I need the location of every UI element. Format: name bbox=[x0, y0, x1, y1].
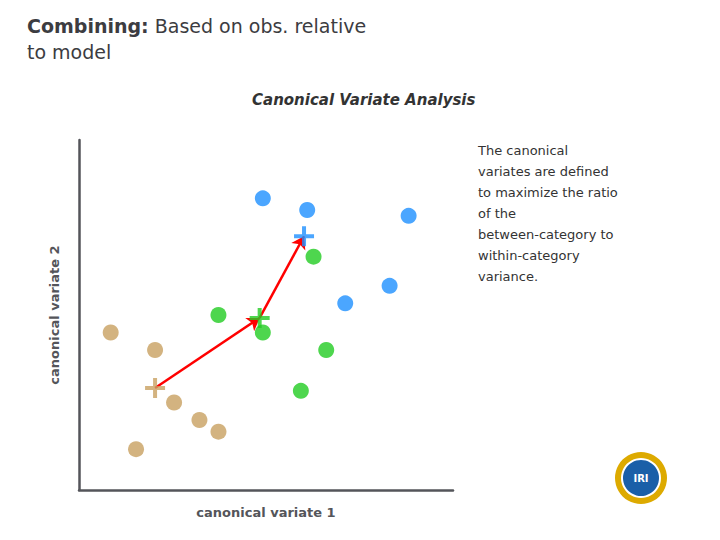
svg-text:between-category to: between-category to bbox=[478, 227, 614, 242]
svg-text:variates are defined: variates are defined bbox=[478, 164, 609, 179]
svg-text:to maximize the ratio: to maximize the ratio bbox=[478, 185, 618, 200]
svg-text:of the: of the bbox=[478, 206, 516, 221]
svg-text:within-category: within-category bbox=[478, 248, 580, 263]
svg-text:Combining:: Combining: bbox=[27, 15, 149, 37]
svg-text:to model: to model bbox=[27, 41, 111, 63]
svg-text:canonical variate 2: canonical variate 2 bbox=[47, 245, 62, 384]
svg-text:The canonical: The canonical bbox=[477, 143, 568, 158]
svg-text:IRI: IRI bbox=[633, 473, 648, 484]
svg-text:Based on obs. relative: Based on obs. relative bbox=[149, 15, 366, 37]
svg-text:Canonical Variate Analysis: Canonical Variate Analysis bbox=[252, 91, 476, 109]
svg-text:canonical variate 1: canonical variate 1 bbox=[196, 505, 335, 520]
svg-text:variance.: variance. bbox=[478, 269, 538, 284]
